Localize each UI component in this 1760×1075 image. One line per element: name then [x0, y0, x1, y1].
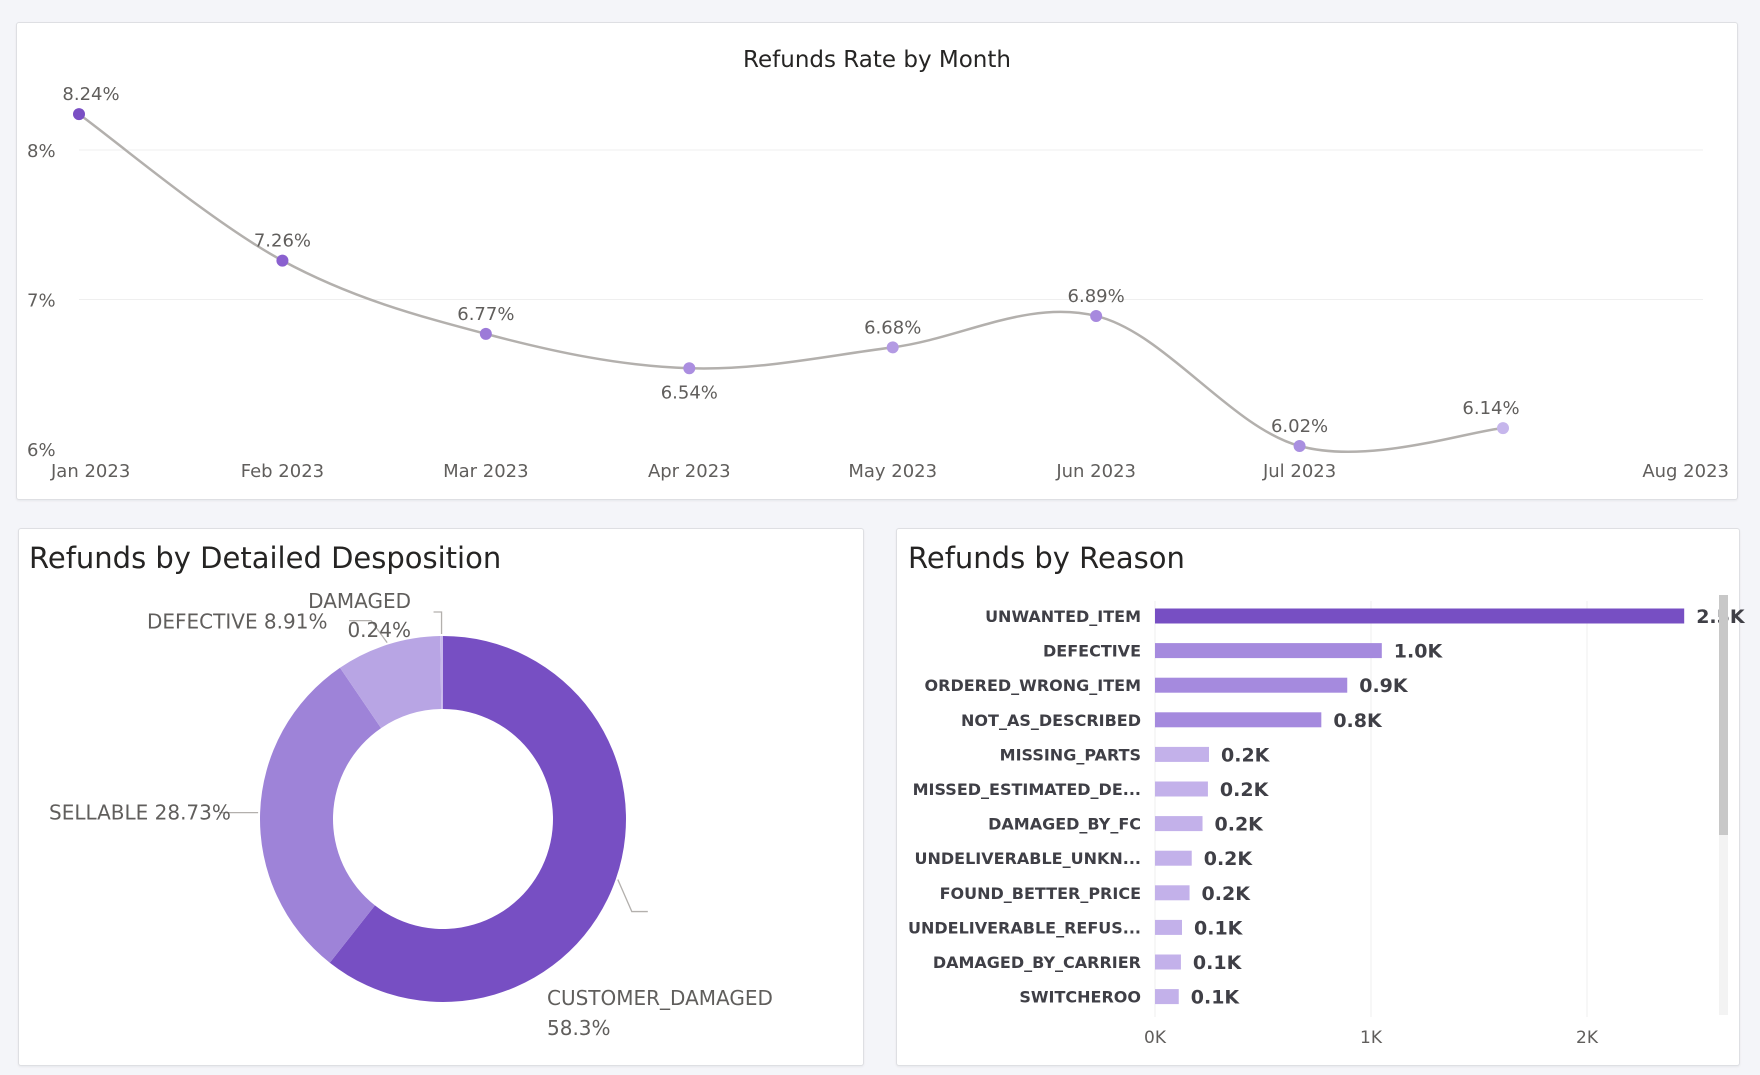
category-label: MISSED_ESTIMATED_DE...: [913, 780, 1141, 799]
bar-value-label: 0.2K: [1221, 744, 1271, 766]
x-tick-label: Apr 2023: [648, 461, 731, 482]
bar-value-label: 1.0K: [1394, 641, 1444, 663]
category-label: NOT_AS_DESCRIBED: [961, 711, 1141, 730]
donut-slice: [329, 636, 626, 1002]
data-point: [1293, 440, 1306, 453]
refunds-disposition-card: Refunds by Detailed Desposition CUSTOMER…: [18, 528, 864, 1066]
refunds-disposition-donut-chart: CUSTOMER_DAMAGED 58.3% SELLABLE 28.73% DEFE…: [49, 589, 773, 1040]
donut-slice: [340, 636, 442, 729]
bar-value-label: 0.9K: [1359, 675, 1409, 697]
bar: [1155, 850, 1192, 866]
data-label: 6.68%: [864, 317, 921, 338]
x-tick-label: Feb 2023: [241, 461, 324, 482]
x-tick-label: Jul 2023: [1262, 461, 1336, 482]
data-point: [276, 254, 289, 267]
data-label: 6.54%: [661, 382, 718, 403]
data-label: 6.77%: [457, 304, 514, 325]
chart-title: Refunds by Reason: [908, 541, 1185, 575]
category-label: MISSING_PARTS: [1000, 745, 1141, 764]
y-tick-label: 7%: [27, 291, 56, 312]
x-tick-label: 0K: [1144, 1028, 1167, 1048]
bar: [1155, 816, 1203, 832]
bar: [1155, 954, 1181, 970]
slice-label: DAMAGED: [308, 589, 411, 613]
data-point: [479, 327, 492, 340]
data-point: [886, 341, 899, 354]
refunds-reason-card: Refunds by Reason 0K1K2KUNWANTED_ITEM2.5…: [896, 528, 1746, 1066]
bar: [1155, 885, 1190, 901]
bar: [1155, 608, 1685, 624]
category-label: DEFECTIVE: [1043, 642, 1141, 661]
bar-value-label: 0.2K: [1204, 848, 1254, 870]
bar-value-label: 0.2K: [1215, 814, 1265, 836]
category-label: DAMAGED_BY_CARRIER: [933, 953, 1141, 972]
data-label: 8.24%: [62, 84, 119, 105]
category-label: FOUND_BETTER_PRICE: [940, 884, 1141, 903]
slice-value: 58.3%: [547, 1016, 611, 1040]
donut-slice: [440, 636, 443, 710]
data-label: 6.14%: [1462, 398, 1519, 419]
refunds-rate-line-chart: 6% 7% 8% 8.24% 7.26% 6.77% 6.54% 6.68% 6.89% 6.02…: [27, 84, 1729, 482]
bar-value-label: 0.8K: [1333, 710, 1383, 732]
category-label: UNDELIVERABLE_REFUS...: [908, 918, 1141, 937]
x-tick-label: Mar 2023: [443, 461, 529, 482]
bar: [1155, 643, 1382, 659]
category-label: DAMAGED_BY_FC: [988, 815, 1141, 834]
data-label: 6.02%: [1271, 416, 1328, 437]
refunds-rate-card: Refunds Rate by Month 6% 7% 8% 8.24% 7.26% 6.…: [16, 22, 1738, 500]
x-tick-label: Aug 2023: [1642, 461, 1729, 482]
data-point: [73, 108, 85, 121]
x-tick-label: May 2023: [848, 461, 937, 482]
bar: [1155, 746, 1209, 762]
data-point: [1497, 422, 1509, 435]
data-label: 7.26%: [254, 231, 311, 252]
y-tick-label: 6%: [27, 440, 56, 461]
scrollbar-thumb: [1719, 595, 1728, 835]
leader-line: [349, 619, 388, 644]
x-tick-label: 2K: [1576, 1028, 1599, 1048]
leader-line: [617, 879, 648, 913]
x-tick-label: Jun 2023: [1055, 461, 1136, 482]
data-point: [683, 362, 696, 375]
leader-line: [433, 611, 443, 635]
slice-label: SELLABLE 28.73%: [49, 801, 231, 825]
bar-value-label: 0.2K: [1220, 779, 1270, 801]
bar-value-label: 0.2K: [1202, 883, 1252, 905]
y-tick-label: 8%: [27, 141, 56, 162]
bar: [1155, 677, 1348, 693]
slice-label: DEFECTIVE 8.91%: [147, 610, 327, 634]
chart-title: Refunds Rate by Month: [743, 47, 1011, 73]
refunds-reason-bar-chart: 0K1K2KUNWANTED_ITEM2.5KDEFECTIVE1.0KORDE…: [908, 595, 1746, 1048]
bar-value-label: 0.1K: [1194, 917, 1244, 939]
bar: [1155, 919, 1182, 935]
x-tick-label: Jan 2023: [50, 461, 130, 482]
bar-value-label: 0.1K: [1193, 952, 1243, 974]
category-label: UNDELIVERABLE_UNKN...: [915, 849, 1141, 868]
category-label: SWITCHEROO: [1019, 988, 1141, 1007]
chart-title: Refunds by Detailed Desposition: [29, 541, 502, 575]
slice-value: 0.24%: [347, 618, 411, 642]
x-tick-label: 1K: [1360, 1028, 1383, 1048]
slice-label: CUSTOMER_DAMAGED: [547, 986, 773, 1010]
category-label: ORDERED_WRONG_ITEM: [925, 676, 1141, 695]
donut-slice: [260, 667, 382, 963]
bar: [1155, 781, 1208, 797]
bar: [1155, 712, 1322, 728]
data-label: 6.89%: [1068, 286, 1125, 307]
bar-value-label: 0.1K: [1191, 987, 1241, 1009]
bar: [1155, 989, 1179, 1005]
data-point: [1090, 309, 1103, 322]
category-label: UNWANTED_ITEM: [985, 607, 1141, 626]
series-line: [78, 113, 1504, 454]
